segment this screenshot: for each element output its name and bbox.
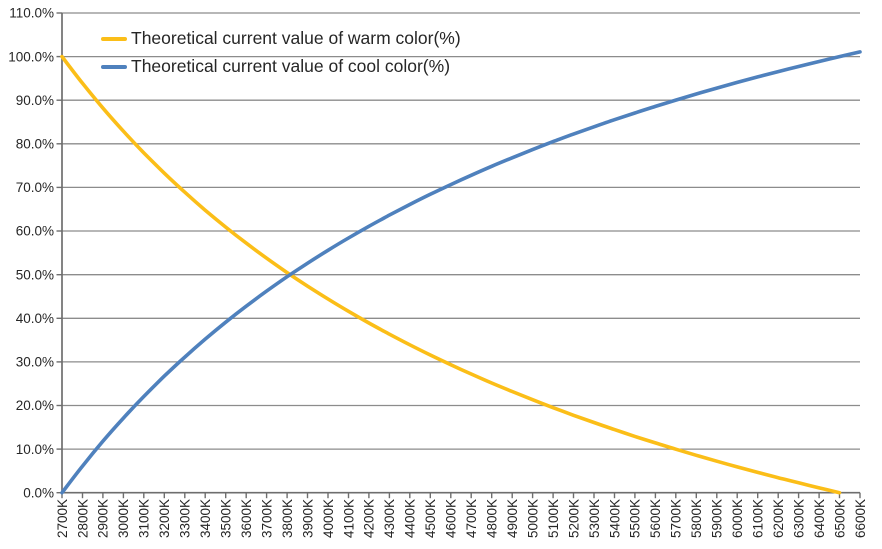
cool-series-swatch-icon bbox=[101, 64, 127, 69]
x-tick-label: 4200K bbox=[362, 499, 377, 538]
warm-series-swatch-icon bbox=[101, 36, 127, 41]
legend: Theoretical current value of warm color(… bbox=[101, 28, 461, 77]
x-tick-label: 6100K bbox=[751, 499, 766, 538]
y-tick-label: 40.0% bbox=[16, 311, 54, 326]
legend-label-cool: Theoretical current value of cool color(… bbox=[131, 56, 451, 76]
x-tick-label: 5400K bbox=[607, 499, 622, 538]
x-tick-label: 2800K bbox=[75, 499, 90, 538]
x-tick-label: 5600K bbox=[648, 499, 663, 538]
y-tick-label: 10.0% bbox=[16, 442, 54, 457]
x-tick-label: 5000K bbox=[525, 499, 540, 538]
x-tick-label: 3400K bbox=[198, 499, 213, 538]
x-tick-label: 3200K bbox=[157, 499, 172, 538]
x-tick-label: 6500K bbox=[832, 499, 847, 538]
cool-series-line bbox=[60, 50, 862, 495]
y-tick-label: 80.0% bbox=[16, 137, 54, 152]
x-tick-label: 6000K bbox=[730, 499, 745, 538]
legend-label-warm: Theoretical current value of warm color(… bbox=[131, 28, 461, 48]
x-tick-label: 4000K bbox=[321, 499, 336, 538]
y-tick-label: 90.0% bbox=[16, 93, 54, 108]
x-tick-label: 5900K bbox=[710, 499, 725, 538]
x-tick-label: 4600K bbox=[444, 499, 459, 538]
x-tick-label: 6400K bbox=[812, 499, 827, 538]
x-tick-label: 4500K bbox=[423, 499, 438, 538]
y-tick-label: 50.0% bbox=[16, 267, 54, 282]
y-tick-label: 100.0% bbox=[8, 49, 54, 64]
y-tick-label: 0.0% bbox=[23, 485, 54, 500]
x-tick-label: 3700K bbox=[259, 499, 274, 538]
x-tick-label: 5200K bbox=[566, 499, 581, 538]
x-tick-label: 6300K bbox=[791, 499, 806, 538]
x-tick-label: 3500K bbox=[219, 499, 234, 538]
legend-item-cool: Theoretical current value of cool color(… bbox=[101, 56, 461, 77]
y-tick-label: 60.0% bbox=[16, 224, 54, 239]
x-tick-label: 6200K bbox=[771, 499, 786, 538]
x-tick-label: 4900K bbox=[505, 499, 520, 538]
x-tick-label: 2900K bbox=[96, 499, 111, 538]
x-tick-label: 2700K bbox=[55, 499, 70, 538]
y-tick-label: 20.0% bbox=[16, 398, 54, 413]
x-tick-label: 3800K bbox=[280, 499, 295, 538]
y-tick-label: 110.0% bbox=[9, 6, 54, 21]
x-tick-label: 4700K bbox=[464, 499, 479, 538]
x-tick-label: 4300K bbox=[382, 499, 397, 538]
x-tick-label: 3900K bbox=[300, 499, 315, 538]
legend-item-warm: Theoretical current value of warm color(… bbox=[101, 28, 461, 49]
x-tick-label: 3600K bbox=[239, 499, 254, 538]
x-tick-label: 4100K bbox=[341, 499, 356, 538]
x-tick-label: 3300K bbox=[178, 499, 193, 538]
x-tick-label: 5300K bbox=[587, 499, 602, 538]
x-tick-label: 5700K bbox=[669, 499, 684, 538]
x-tick-label: 6600K bbox=[853, 499, 868, 538]
warm-series-line bbox=[60, 54, 842, 495]
y-tick-label: 30.0% bbox=[16, 355, 54, 370]
x-tick-label: 5100K bbox=[546, 499, 561, 538]
x-tick-label: 5800K bbox=[689, 499, 704, 538]
x-tick-label: 4800K bbox=[485, 499, 500, 538]
x-tick-label: 5500K bbox=[628, 499, 643, 538]
y-tick-label: 70.0% bbox=[16, 180, 54, 195]
x-tick-label: 4400K bbox=[403, 499, 418, 538]
x-tick-label: 3000K bbox=[116, 499, 131, 538]
x-tick-label: 3100K bbox=[137, 499, 152, 538]
